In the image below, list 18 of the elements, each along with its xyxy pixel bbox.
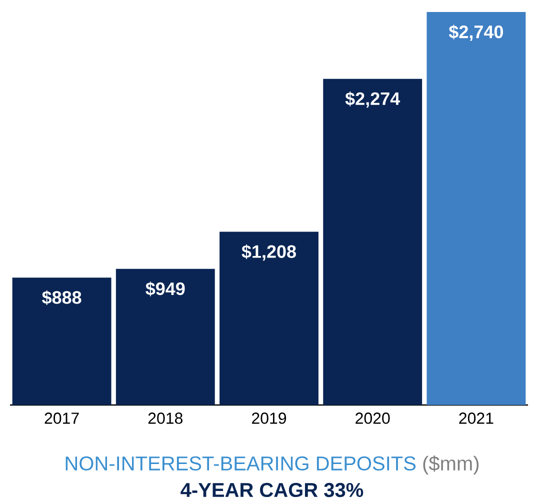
data-label: $888 <box>42 290 82 306</box>
x-tick-label: 2020 <box>356 412 390 424</box>
data-label: $949 <box>146 282 185 296</box>
text: 4-YEAR CAGR 33% <box>180 482 364 498</box>
bar <box>12 278 112 405</box>
x-tick-label: 2017 <box>44 412 79 424</box>
data-label: $2,740 <box>448 24 503 41</box>
bar <box>323 78 422 405</box>
x-tick-label: 2018 <box>148 412 182 424</box>
x-tick-label: 2019 <box>252 412 286 424</box>
text: ($mm) <box>423 456 479 474</box>
bar <box>116 268 215 405</box>
bar <box>220 232 318 405</box>
data-label: $1,208 <box>242 244 296 261</box>
x-tick-label: 2021 <box>459 412 494 424</box>
text: NON-INTEREST-BEARING DEPOSITS <box>66 456 416 471</box>
data-label: $2,274 <box>345 92 400 108</box>
bar <box>426 12 526 405</box>
